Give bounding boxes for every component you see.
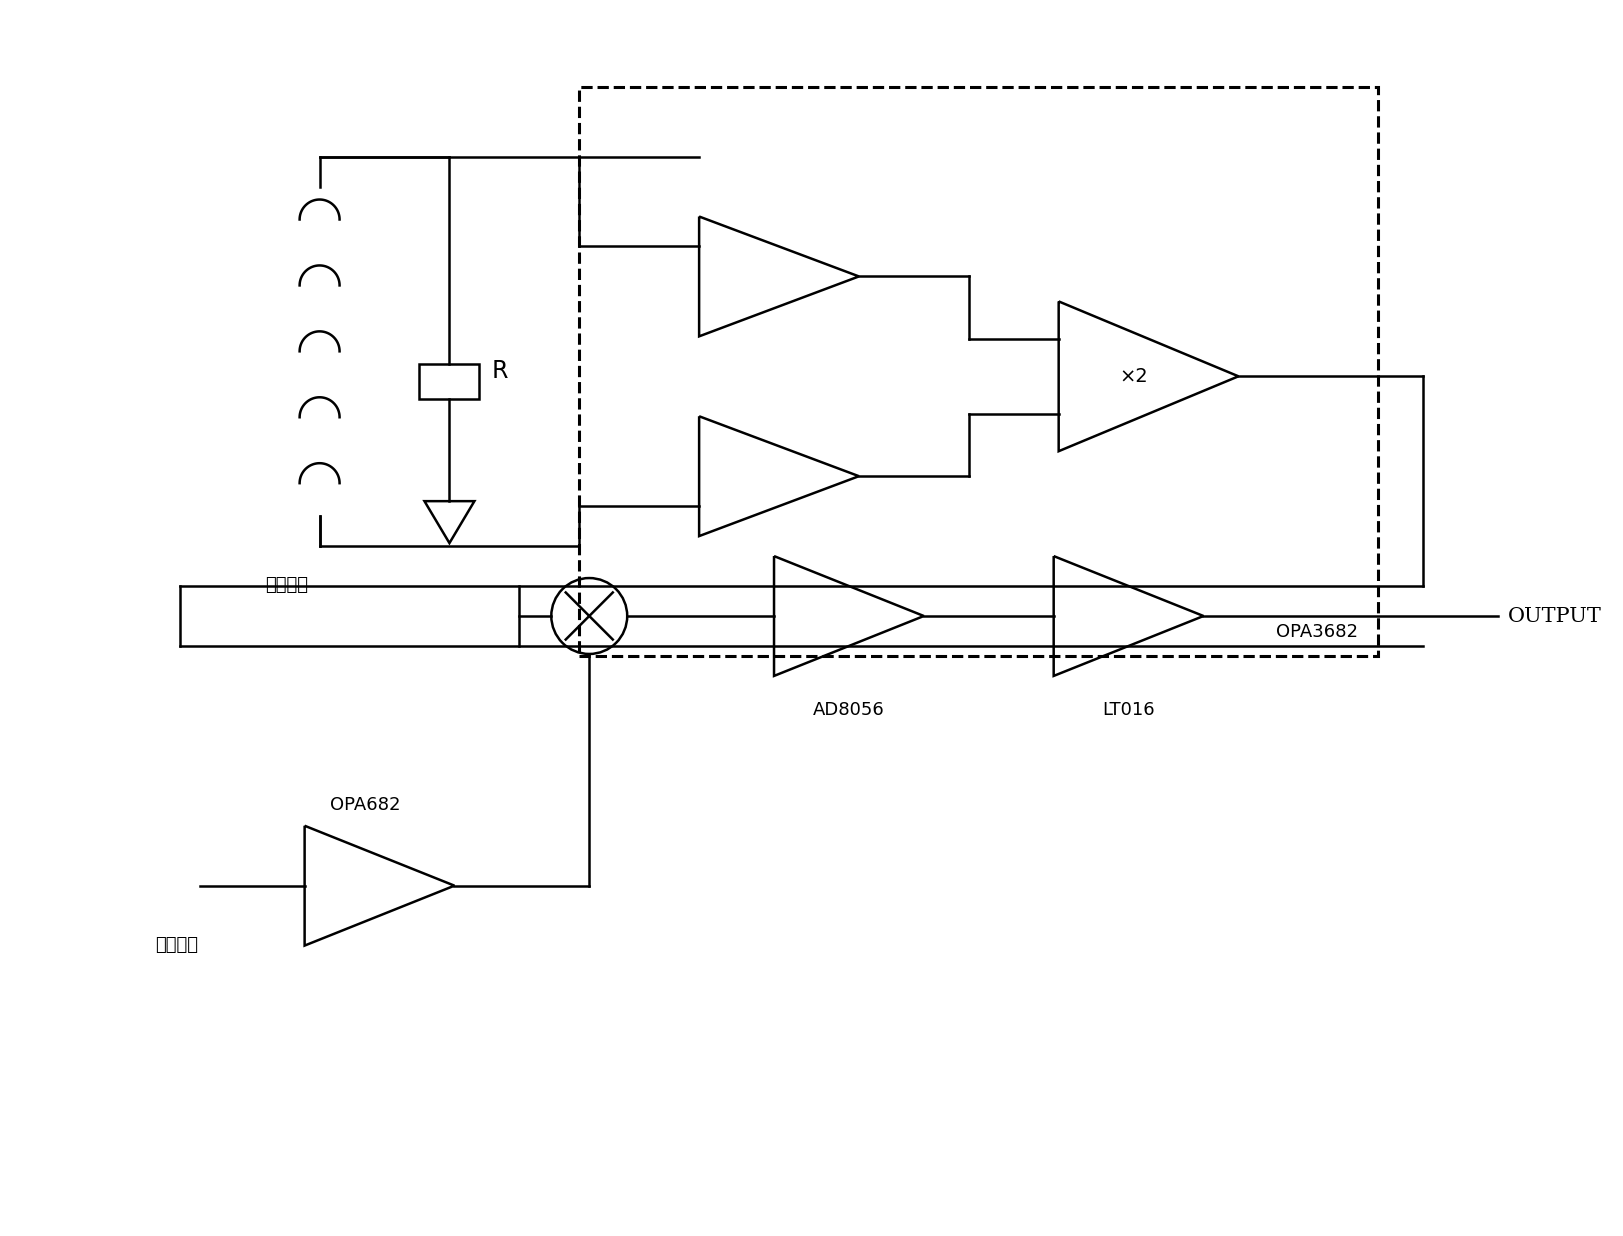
Text: OPA682: OPA682	[329, 796, 399, 813]
Text: LT016: LT016	[1102, 701, 1154, 719]
Text: ×2: ×2	[1118, 367, 1147, 386]
Bar	[419, 363, 479, 399]
Text: AD8056: AD8056	[813, 701, 885, 719]
Text: R: R	[492, 360, 508, 383]
Text: OUTPUT: OUTPUT	[1508, 607, 1600, 625]
Text: 激励信号: 激励信号	[154, 936, 198, 954]
Text: 检测线圈: 检测线圈	[265, 576, 307, 595]
Bar	[579, 87, 1378, 656]
Text: OPA3682: OPA3682	[1276, 623, 1357, 641]
